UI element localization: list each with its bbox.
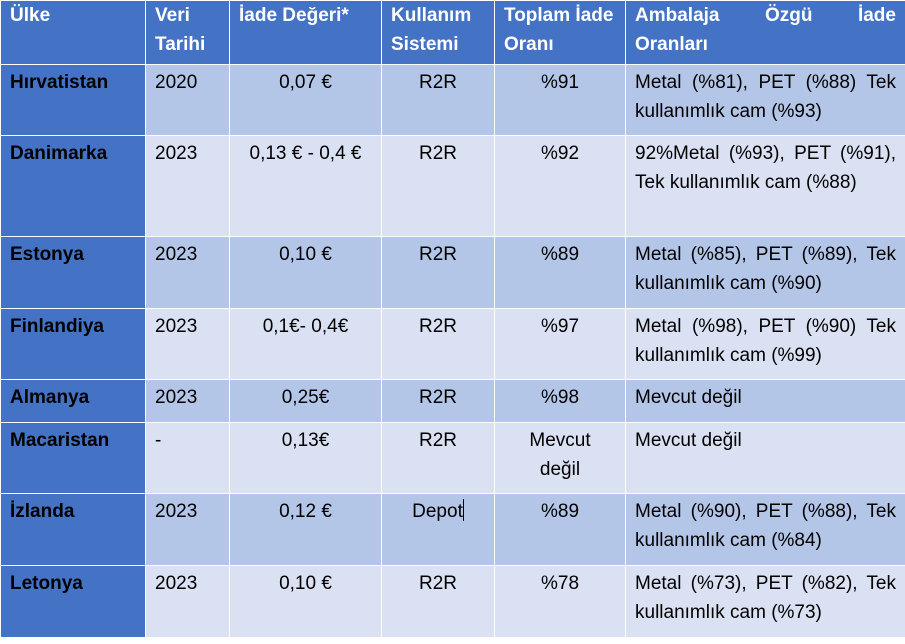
table-row: Finlandiya 2023 0,1€- 0,4€ R2R %97 Metal… bbox=[0, 308, 905, 380]
cell-total: %89 bbox=[494, 236, 626, 309]
table-row: İzlanda 2023 0,12 € Depot %89 Metal (%90… bbox=[0, 493, 905, 566]
cell-country: Letonya bbox=[0, 565, 146, 638]
cell-system-text: Depot bbox=[412, 501, 463, 522]
cell-packaging: Metal (%85), PET (%89), Tek kullanımlık … bbox=[625, 236, 905, 309]
cell-system: R2R bbox=[381, 422, 495, 494]
cell-system: R2R bbox=[381, 308, 495, 380]
header-packaging-line2: Oranları bbox=[635, 34, 708, 55]
cell-packaging: Metal (%90), PET (%88), Tek kullanımlık … bbox=[625, 493, 905, 566]
header-year: Veri Tarihi bbox=[145, 0, 230, 65]
cell-system: R2R bbox=[381, 565, 495, 638]
table-row: Danimarka 2023 0,13 € - 0,4 € R2R %92 92… bbox=[0, 135, 905, 237]
cell-country: İzlanda bbox=[0, 493, 146, 566]
cell-country: Finlandiya bbox=[0, 308, 146, 380]
cell-total: %78 bbox=[494, 565, 626, 638]
table-row: Almanya 2023 0,25€ R2R %98 Mevcut değil bbox=[0, 379, 905, 423]
cell-deposit: 0,13€ bbox=[229, 422, 382, 494]
cell-country: Danimarka bbox=[0, 135, 146, 237]
header-system: Kullanım Sistemi bbox=[381, 0, 495, 65]
cell-packaging: Mevcut değil bbox=[625, 379, 905, 423]
cell-deposit: 0,25€ bbox=[229, 379, 382, 423]
cell-country: Macaristan bbox=[0, 422, 146, 494]
cell-packaging: Metal (%98), PET (%90) Tek kullanımlık c… bbox=[625, 308, 905, 380]
cell-country: Hırvatistan bbox=[0, 64, 146, 136]
cell-system: R2R bbox=[381, 135, 495, 237]
cell-packaging: Metal (%81), PET (%88) Tek kullanımlık c… bbox=[625, 64, 905, 136]
cell-deposit: 0,10 € bbox=[229, 236, 382, 309]
header-country: Ülke bbox=[0, 0, 146, 65]
cell-deposit: 0,1€- 0,4€ bbox=[229, 308, 382, 380]
cell-system: R2R bbox=[381, 64, 495, 136]
table-row: Letonya 2023 0,10 € R2R %78 Metal (%73),… bbox=[0, 565, 905, 638]
header-packaging: Ambalaja Özgü İade Oranları bbox=[625, 0, 905, 65]
header-deposit: İade Değeri* bbox=[229, 0, 382, 65]
cell-system: R2R bbox=[381, 236, 495, 309]
cell-system: R2R bbox=[381, 379, 495, 423]
table-row: Estonya 2023 0,10 € R2R %89 Metal (%85),… bbox=[0, 236, 905, 309]
cell-year: 2023 bbox=[145, 379, 230, 423]
text-cursor bbox=[462, 499, 464, 521]
cell-deposit: 0,07 € bbox=[229, 64, 382, 136]
header-packaging-word: Özgü bbox=[764, 5, 813, 26]
table-row: Hırvatistan 2020 0,07 € R2R %91 Metal (%… bbox=[0, 64, 905, 136]
cell-total: Mevcut değil bbox=[494, 422, 626, 494]
cell-total: %98 bbox=[494, 379, 626, 423]
table-row: Macaristan - 0,13€ R2R Mevcut değil Mevc… bbox=[0, 422, 905, 494]
cell-country: Estonya bbox=[0, 236, 146, 309]
cell-deposit: 0,10 € bbox=[229, 565, 382, 638]
cell-deposit: 0,12 € bbox=[229, 493, 382, 566]
cell-year: 2023 bbox=[145, 236, 230, 309]
cell-year: - bbox=[145, 422, 230, 494]
header-row: Ülke Veri Tarihi İade Değeri* Kullanım S… bbox=[0, 0, 905, 65]
cell-packaging: Mevcut değil bbox=[625, 422, 905, 494]
cell-year: 2023 bbox=[145, 135, 230, 237]
cell-total: %89 bbox=[494, 493, 626, 566]
cell-country: Almanya bbox=[0, 379, 146, 423]
cell-total: %97 bbox=[494, 308, 626, 380]
cell-year: 2023 bbox=[145, 308, 230, 380]
header-packaging-word: Ambalaja bbox=[635, 5, 720, 26]
cell-deposit: 0,13 € - 0,4 € bbox=[229, 135, 382, 237]
cell-system: Depot bbox=[381, 493, 495, 566]
cell-year: 2020 bbox=[145, 64, 230, 136]
cell-packaging: 92%Metal (%93), PET (%91), Tek kullanıml… bbox=[625, 135, 905, 237]
cell-year: 2023 bbox=[145, 565, 230, 638]
header-total: Toplam İade Oranı bbox=[494, 0, 626, 65]
cell-total: %92 bbox=[494, 135, 626, 237]
cell-packaging: Metal (%73), PET (%82), Tek kullanımlık … bbox=[625, 565, 905, 638]
cell-year: 2023 bbox=[145, 493, 230, 566]
header-packaging-word: İade bbox=[857, 5, 896, 26]
cell-total: %91 bbox=[494, 64, 626, 136]
